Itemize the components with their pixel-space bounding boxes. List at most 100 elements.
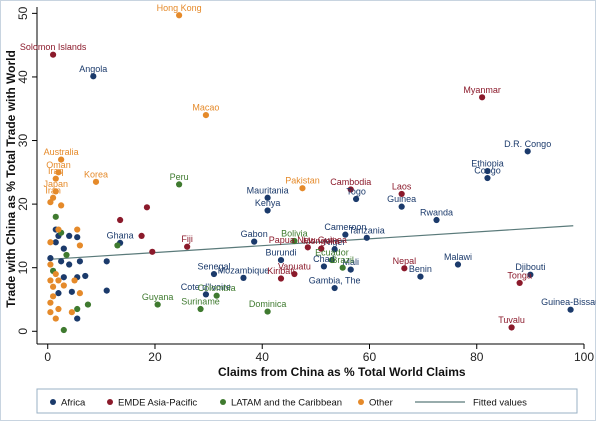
label-togo: Togo bbox=[346, 187, 366, 197]
data-point bbox=[74, 226, 81, 233]
label-peru: Peru bbox=[170, 172, 189, 182]
data-point bbox=[117, 216, 124, 224]
label-dominica: Dominica bbox=[249, 299, 287, 309]
label-congo: Congo bbox=[474, 166, 501, 176]
point-tonga bbox=[516, 279, 523, 287]
legend-label-fitted-values: Fitted values bbox=[473, 398, 527, 409]
label-ecuador: Ecuador bbox=[315, 248, 349, 258]
point-gambia-the bbox=[331, 284, 338, 292]
plot-area bbox=[37, 7, 584, 344]
label-guinea: Guinea bbox=[387, 194, 416, 204]
point-tuvalu bbox=[508, 324, 515, 331]
point-solomon-islands bbox=[49, 51, 57, 58]
data-point bbox=[76, 290, 84, 297]
fitted-line-layer bbox=[47, 225, 574, 261]
point-brazil bbox=[339, 264, 346, 271]
point-mauritania bbox=[264, 194, 271, 201]
fitted-values-line bbox=[47, 225, 574, 261]
point-benin bbox=[417, 273, 424, 280]
point-pakistan bbox=[299, 185, 306, 192]
point-mali bbox=[347, 266, 354, 273]
points-layer bbox=[47, 12, 574, 334]
data-point bbox=[58, 202, 65, 209]
point-suriname bbox=[197, 305, 204, 313]
data-point bbox=[63, 251, 70, 259]
point-oman bbox=[55, 169, 62, 176]
label-japan: Japan bbox=[44, 179, 69, 189]
label-pakistan: Pakistan bbox=[285, 176, 320, 186]
point-dominica bbox=[264, 308, 271, 315]
point-korea bbox=[92, 178, 100, 185]
label-tonga: Tonga bbox=[507, 270, 532, 280]
data-point bbox=[74, 315, 81, 322]
label-cameroon: Cameroon bbox=[324, 222, 366, 232]
label-colombia: Colombia bbox=[198, 283, 236, 293]
data-point bbox=[103, 258, 110, 265]
data-point bbox=[52, 315, 59, 322]
legend-marker-emde-asia-pacific bbox=[107, 399, 113, 405]
data-point bbox=[47, 277, 54, 284]
label-nepal: Nepal bbox=[393, 256, 417, 266]
label-ghana: Ghana bbox=[107, 230, 134, 240]
label-bolivia: Bolivia bbox=[281, 228, 308, 238]
point-guyana bbox=[154, 301, 161, 308]
label-tuvalu: Tuvalu bbox=[498, 315, 525, 325]
label-malawi: Malawi bbox=[444, 252, 472, 262]
point-d-r-congo bbox=[524, 148, 531, 155]
data-point bbox=[149, 248, 156, 255]
data-point bbox=[47, 309, 54, 316]
point-angola bbox=[90, 73, 97, 80]
label-mali: Mali bbox=[342, 257, 359, 267]
point-nepal bbox=[401, 265, 408, 272]
label-burundi: Burundi bbox=[265, 248, 296, 258]
data-point bbox=[143, 204, 151, 211]
point-papua-new-guinea bbox=[304, 244, 311, 251]
legend-label-other: Other bbox=[369, 398, 393, 409]
point-niger bbox=[331, 246, 338, 253]
data-point bbox=[52, 213, 59, 220]
label-brazil: Brazil bbox=[331, 255, 354, 265]
legend: Africa EMDE Asia-Pacific LATAM and the Car… bbox=[50, 398, 527, 409]
point-peru bbox=[176, 181, 183, 188]
label-tanzania: Tanzania bbox=[349, 225, 385, 235]
x-tick-label: 100 bbox=[574, 350, 594, 364]
point-malawi bbox=[454, 261, 462, 268]
legend-label-africa: Africa bbox=[61, 398, 86, 409]
point-macao bbox=[202, 111, 210, 119]
label-mongolia: Mongolia bbox=[303, 236, 340, 246]
legend-marker-latam-and-the-caribbean bbox=[220, 399, 226, 405]
data-point bbox=[76, 242, 84, 249]
data-point bbox=[103, 287, 110, 294]
x-tick-label: 0 bbox=[44, 350, 51, 364]
point-iran bbox=[49, 194, 57, 201]
point-kenya bbox=[264, 207, 271, 214]
data-point bbox=[55, 277, 62, 284]
label-niger: Niger bbox=[324, 237, 346, 247]
y-tick-label: 20 bbox=[16, 197, 30, 211]
point-iraq bbox=[52, 175, 59, 182]
data-point bbox=[47, 255, 54, 262]
label-gambia-the: Gambia, The bbox=[309, 276, 361, 286]
data-point bbox=[58, 258, 65, 265]
point-ecuador bbox=[328, 256, 336, 264]
label-ethiopia: Ethiopia bbox=[471, 159, 504, 169]
legend-box bbox=[36, 388, 578, 414]
label-guinea-bissau: Guinea-Bissau bbox=[541, 297, 596, 307]
data-point bbox=[47, 239, 54, 246]
label-mauritania: Mauritania bbox=[247, 185, 289, 195]
label-cote-d-ivoire: Cote d'Ivoire bbox=[181, 282, 231, 292]
data-point bbox=[55, 305, 62, 313]
label-suriname: Suriname bbox=[181, 297, 220, 307]
point-chad bbox=[320, 263, 328, 270]
point-fiji bbox=[184, 243, 191, 250]
data-point bbox=[49, 293, 57, 300]
data-point bbox=[82, 272, 89, 280]
data-point bbox=[60, 326, 67, 334]
data-point bbox=[138, 232, 145, 240]
point-djibouti bbox=[527, 271, 534, 278]
y-tick-label: 40 bbox=[16, 70, 30, 84]
point-vanuatu bbox=[291, 270, 298, 278]
x-tick-label: 80 bbox=[470, 350, 484, 364]
